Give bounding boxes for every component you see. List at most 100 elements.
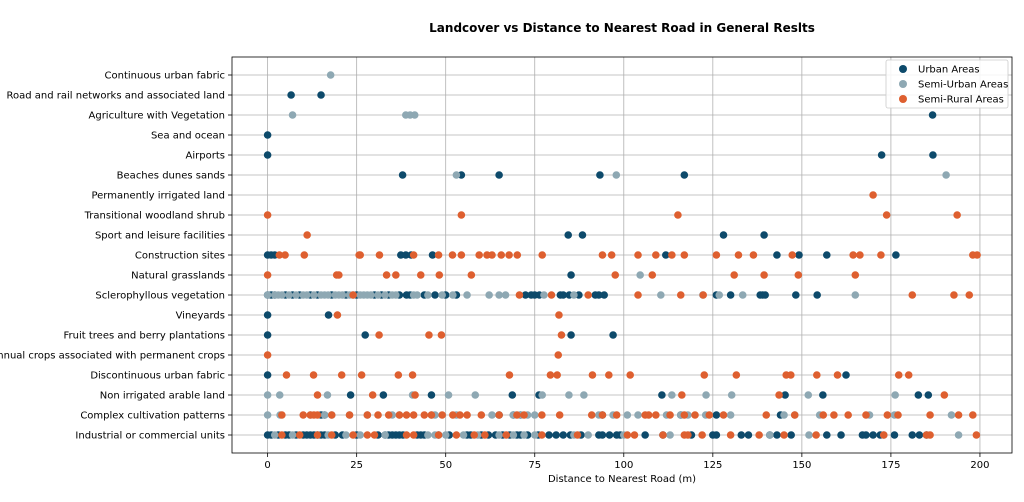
point-semi-rural-areas [313,431,322,439]
point-urban-areas [680,171,689,179]
point-semi-urban-areas [324,291,332,299]
point-semi-rural-areas [908,291,917,299]
point-urban-areas [317,91,325,99]
point-semi-rural-areas [555,311,563,319]
point-urban-areas [564,231,573,239]
point-semi-rural-areas [278,411,286,419]
point-semi-rural-areas [363,411,372,419]
point-semi-rural-areas [515,291,524,299]
point-semi-urban-areas [310,291,318,299]
point-semi-rural-areas [760,271,768,279]
point-semi-rural-areas [762,411,771,419]
point-semi-urban-areas [530,411,539,419]
point-urban-areas [892,251,900,259]
data-points [263,71,981,439]
point-semi-rural-areas [457,211,466,219]
point-urban-areas [908,431,917,439]
legend-marker [899,65,907,73]
point-semi-rural-areas [488,251,496,259]
point-semi-urban-areas [292,291,300,299]
point-semi-rural-areas [648,271,657,279]
point-semi-rural-areas [402,431,411,439]
point-semi-rural-areas [965,291,974,299]
point-semi-rural-areas [883,411,892,419]
point-semi-rural-areas [375,251,384,259]
point-semi-urban-areas [326,71,335,79]
point-semi-rural-areas [470,431,478,439]
point-semi-urban-areas [263,411,272,419]
y-tick-label: Transitional woodland shrub [84,211,225,222]
point-semi-urban-areas [263,291,272,299]
point-semi-rural-areas [598,251,607,259]
point-semi-rural-areas [370,431,379,439]
point-urban-areas [929,151,937,159]
point-semi-rural-areas [554,351,563,359]
point-urban-areas [819,391,827,399]
point-semi-urban-areas [459,431,468,439]
point-semi-rural-areas [730,271,738,279]
point-semi-rural-areas [940,391,949,399]
point-urban-areas [641,431,649,439]
point-semi-urban-areas [738,291,747,299]
point-semi-urban-areas [438,291,446,299]
point-semi-urban-areas [381,431,389,439]
point-urban-areas [578,231,587,239]
point-semi-rural-areas [382,271,391,279]
point-semi-rural-areas [794,271,803,279]
point-semi-rural-areas [477,411,486,419]
point-semi-rural-areas [295,431,304,439]
point-semi-rural-areas [749,251,758,259]
point-semi-rural-areas [954,411,963,419]
point-urban-areas [545,431,553,439]
point-semi-rural-areas [879,431,888,439]
point-semi-rural-areas [457,251,466,259]
point-semi-urban-areas [285,291,293,299]
point-semi-rural-areas [700,371,709,379]
point-semi-urban-areas [288,111,297,119]
legend-label: Urban Areas [918,65,980,76]
point-semi-rural-areas [513,411,521,419]
point-semi-rural-areas [456,411,464,419]
point-urban-areas [287,91,295,99]
point-semi-rural-areas [434,251,443,259]
point-semi-rural-areas [363,431,372,439]
point-urban-areas [712,431,721,439]
x-tick-label: 25 [350,460,363,471]
point-semi-rural-areas [676,291,685,299]
point-semi-rural-areas [313,411,322,419]
point-semi-urban-areas [381,291,389,299]
point-semi-rural-areas [856,251,864,259]
y-tick-label: Industrial or commercial units [75,431,225,442]
y-tick-label: Construction sites [135,251,225,262]
y-tick-label: Complex cultivation patterns [80,411,225,422]
x-axis-label: Distance to Nearest Road (m) [548,474,696,485]
point-semi-urban-areas [338,291,347,299]
point-semi-rural-areas [634,291,642,299]
point-urban-areas [427,391,436,399]
point-semi-rural-areas [546,371,555,379]
point-semi-rural-areas [973,251,981,259]
point-semi-rural-areas [926,411,934,419]
point-semi-rural-areas [680,251,689,259]
point-semi-urban-areas [441,431,450,439]
point-urban-areas [744,431,753,439]
point-urban-areas [402,251,410,259]
point-semi-urban-areas [636,271,644,279]
point-semi-rural-areas [435,271,444,279]
point-semi-rural-areas [481,431,489,439]
point-semi-rural-areas [409,411,418,419]
point-semi-urban-areas [424,291,432,299]
y-tick-label: Sport and leisure facilities [95,231,225,242]
y-tick-label: Natural grasslands [131,271,225,282]
point-urban-areas [379,391,388,399]
point-urban-areas [773,251,781,259]
y-tick-label: Annual crops associated with permanent c… [0,351,225,362]
point-semi-urban-areas [495,431,503,439]
point-semi-rural-areas [278,431,286,439]
legend: Urban Areas Semi-Urban Areas Semi-Rural Ar… [885,59,1009,109]
point-semi-rural-areas [652,411,660,419]
point-semi-rural-areas [953,211,961,219]
point-urban-areas [837,431,845,439]
point-semi-urban-areas [766,431,774,439]
